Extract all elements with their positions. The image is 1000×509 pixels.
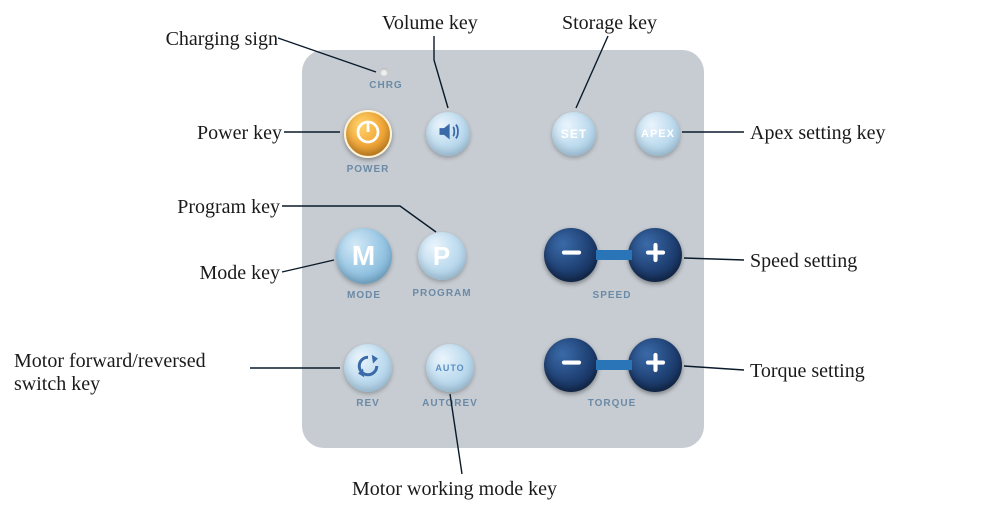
autorev-button[interactable]: AUTO <box>426 344 474 392</box>
torque-sublabel: TORQUE <box>572 398 652 409</box>
charging-indicator-label: CHRG <box>366 80 406 91</box>
mode-button-text: M <box>352 240 376 272</box>
volume-icon <box>435 118 462 150</box>
label-volume: Volume key <box>382 12 522 35</box>
autorev-sublabel: AUTOREV <box>414 398 486 409</box>
set-button-text: SET <box>561 127 587 141</box>
speed-plus-button[interactable] <box>628 228 682 282</box>
power-sublabel: POWER <box>334 164 402 175</box>
apex-button-text: APEX <box>641 128 675 140</box>
apex-button[interactable]: APEX <box>636 112 680 156</box>
label-program: Program key <box>160 196 280 219</box>
program-button-text: P <box>433 241 451 272</box>
label-charging: Charging sign <box>118 28 278 51</box>
minus-icon <box>555 236 588 274</box>
rev-sublabel: REV <box>344 398 392 409</box>
program-sublabel: PROGRAM <box>408 288 476 299</box>
label-storage: Storage key <box>562 12 702 35</box>
torque-plus-button[interactable] <box>628 338 682 392</box>
set-button[interactable]: SET <box>552 112 596 156</box>
mode-button[interactable]: M <box>336 228 392 284</box>
label-apex: Apex setting key <box>750 122 930 145</box>
charging-indicator-dot <box>380 68 388 76</box>
autorev-button-text: AUTO <box>435 363 464 373</box>
label-torque: Torque setting <box>750 360 920 383</box>
power-icon <box>353 117 383 152</box>
rev-icon <box>353 351 383 386</box>
rev-button[interactable] <box>344 344 392 392</box>
label-mode: Mode key <box>180 262 280 285</box>
plus-icon <box>639 346 672 384</box>
volume-button[interactable] <box>426 112 470 156</box>
power-button[interactable] <box>344 110 392 158</box>
speed-sublabel: SPEED <box>572 290 652 301</box>
speed-minus-button[interactable] <box>544 228 598 282</box>
label-rev: Motor forward/reversed switch key <box>14 350 254 396</box>
label-power: Power key <box>172 122 282 145</box>
label-speed: Speed setting <box>750 250 910 273</box>
torque-minus-button[interactable] <box>544 338 598 392</box>
minus-icon <box>555 346 588 384</box>
torque-connector <box>596 360 632 370</box>
plus-icon <box>639 236 672 274</box>
mode-sublabel: MODE <box>336 290 392 301</box>
program-button[interactable]: P <box>418 232 466 280</box>
speed-connector <box>596 250 632 260</box>
label-autorev: Motor working mode key <box>352 478 612 501</box>
